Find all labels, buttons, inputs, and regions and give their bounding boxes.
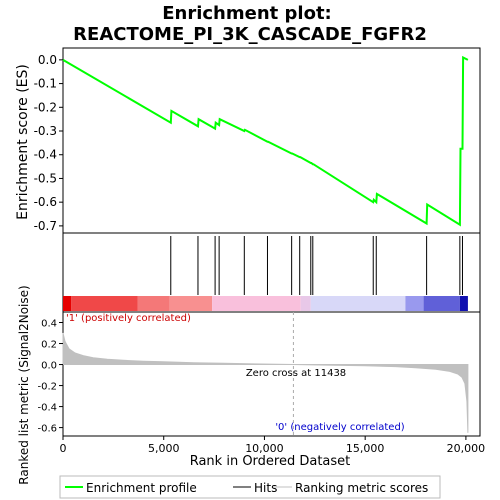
metric-x-tick-label: 10,000: [245, 442, 284, 455]
metric-y-tick-label: 0.4: [41, 319, 57, 330]
metric-x-axis: 0 5,000 10,000 15,000 20,000: [60, 436, 486, 455]
metric-x-tick-label: 0: [60, 442, 67, 455]
metric-x-tick-label: 15,000: [346, 442, 385, 455]
heat-bar-segment: [423, 296, 460, 311]
heat-bar-segment: [459, 296, 468, 311]
es-y-axis: 0.0 -0.1 -0.2 -0.3 -0.4 -0.5 -0.6 -0.7: [34, 53, 63, 233]
plot-title-line1: Enrichment plot:: [162, 3, 332, 24]
heat-bar-segment: [169, 296, 213, 311]
legend-es-label: Enrichment profile: [86, 481, 197, 495]
es-y-tick-label: -0.4: [34, 148, 57, 162]
es-y-tick-label: -0.2: [34, 100, 57, 114]
es-y-tick-label: -0.7: [34, 219, 57, 233]
rank-heat-bar: [63, 296, 468, 311]
metric-y-axis: 0.4 0.2 0.0 -0.2 -0.4 -0.6: [37, 319, 63, 435]
hits-panel: [62, 232, 481, 313]
heat-bar-segment: [310, 296, 406, 311]
metric-panel-frame: [62, 311, 481, 437]
es-panel: 0.0 -0.1 -0.2 -0.3 -0.4 -0.5 -0.6 -0.7 Enrichme…: [15, 47, 481, 234]
es-y-tick-label: -0.1: [34, 77, 57, 91]
metric-x-tick-label: 20,000: [447, 442, 486, 455]
heat-bar-segment: [63, 296, 72, 311]
metric-y-tick-label: -0.6: [37, 424, 57, 435]
legend: Enrichment profile Hits Ranking metric s…: [59, 475, 441, 499]
es-panel-frame: [62, 47, 481, 234]
es-profile-line: [62, 55, 469, 227]
hit-lines: [170, 236, 463, 295]
negative-correlation-label: '0' (negatively correlated): [275, 422, 404, 433]
es-y-tick-label: -0.5: [34, 171, 57, 185]
es-y-tick-label: -0.3: [34, 124, 57, 138]
plot-title-line2: REACTOME_PI_3K_CASCADE_FGFR2: [73, 24, 427, 45]
metric-y-tick-label: -0.2: [37, 382, 57, 393]
positive-correlation-label: '1' (positively correlated): [66, 313, 191, 324]
legend-hits-label: Hits: [254, 481, 277, 495]
es-y-tick-label: -0.6: [34, 195, 57, 209]
es-y-axis-label: Enrichment score (ES): [15, 64, 31, 220]
heat-bar-segment: [212, 296, 301, 311]
metric-y-tick-label: 0.2: [41, 340, 57, 351]
metric-panel: 0.4 0.2 0.0 -0.2 -0.4 -0.6 0 5,000 10,000 15,000…: [17, 285, 485, 484]
metric-x-tick-label: 5,000: [148, 442, 180, 455]
es-y-tick-label: 0.0: [38, 53, 57, 67]
metric-area: [62, 332, 469, 433]
zero-cross-label: Zero cross at 11438: [246, 368, 346, 379]
heat-bar-segment: [137, 296, 170, 311]
metric-x-axis-label: Rank in Ordered Dataset: [190, 454, 351, 469]
legend-metric-label: Ranking metric scores: [295, 481, 428, 495]
metric-y-tick-label: -0.4: [37, 403, 57, 414]
metric-y-axis-label: Ranked list metric (Signal2Noise): [17, 285, 31, 484]
metric-y-tick-label: 0.0: [41, 361, 57, 372]
heat-bar-segment: [405, 296, 424, 311]
heat-bar-segment: [71, 296, 138, 311]
heat-bar-segment: [300, 296, 311, 311]
